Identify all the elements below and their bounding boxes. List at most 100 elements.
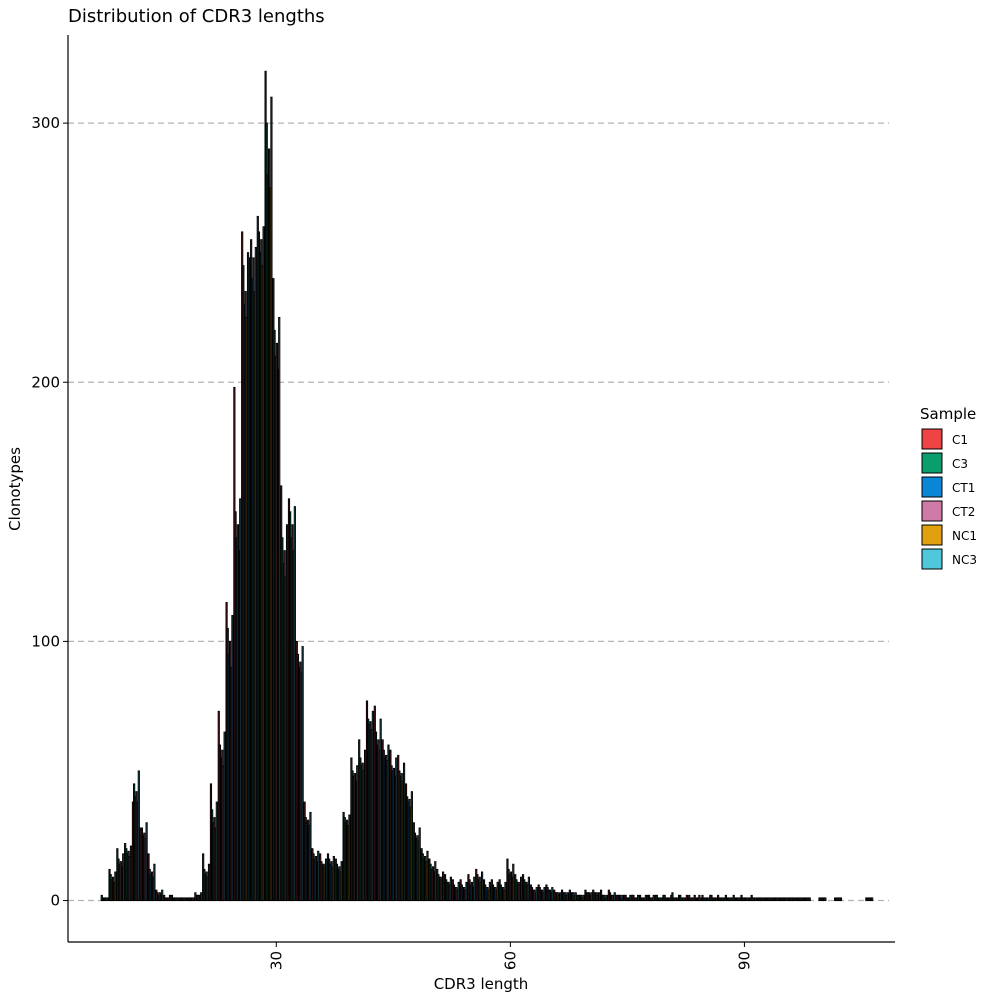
bar-nc3: [207, 863, 211, 902]
bar-nc3: [683, 897, 687, 902]
x-tick-label: 90: [735, 951, 753, 970]
bar-nc3: [777, 897, 780, 902]
bar-nc3: [871, 897, 874, 902]
bar-nc3: [785, 897, 788, 902]
bar-nc3: [137, 770, 140, 902]
bar-nc3: [738, 897, 741, 902]
bar-nc3: [644, 894, 648, 902]
bar-nc3: [449, 876, 452, 902]
bar-nc3: [761, 897, 765, 902]
x-tick-label: 60: [501, 951, 519, 970]
x-axis-title: CDR3 length: [434, 975, 529, 993]
bar-nc3: [285, 524, 289, 902]
legend-label-nc1: NC1: [952, 529, 977, 543]
bar-nc3: [426, 850, 429, 902]
bar-nc3: [613, 892, 616, 902]
bar-nc3: [566, 892, 569, 902]
bar-nc3: [629, 894, 632, 902]
legend-label-c3: C3: [952, 457, 968, 471]
bar-nc3: [379, 718, 382, 902]
bar-nc3: [317, 850, 320, 902]
bar-nc3: [676, 897, 679, 902]
bar-nc3: [309, 811, 312, 902]
bar-nc3: [176, 897, 179, 902]
bar-nc3: [215, 801, 218, 902]
legend-key-c1: [921, 428, 943, 450]
bar-nc3: [340, 861, 343, 902]
bar-nc3: [481, 871, 484, 902]
bar-c3: [671, 892, 674, 902]
bar-nc3: [473, 876, 476, 902]
bar-nc3: [722, 897, 726, 902]
legend-label-ct2: CT2: [952, 505, 975, 519]
bar-nc3: [559, 892, 562, 902]
y-axis-title: Clonotypes: [6, 447, 24, 531]
bar-nc3: [543, 887, 546, 902]
bar-nc3: [535, 887, 538, 902]
bar-nc3: [769, 897, 772, 902]
bar-nc3: [512, 863, 515, 902]
legend-key-ct1: [921, 476, 943, 498]
bar-nc3: [715, 897, 718, 902]
gridlines: [68, 122, 889, 902]
bar-nc3: [270, 96, 273, 902]
legend-key-ct2: [921, 500, 943, 522]
bar-nc3: [356, 765, 359, 902]
bar-nc3: [527, 876, 530, 902]
y-tick-label: 100: [31, 632, 60, 650]
bar-nc3: [184, 897, 187, 902]
x-tick-label: 30: [267, 951, 285, 970]
bar-nc3: [605, 894, 609, 902]
y-axis-ticks: 0 100 200 300: [31, 114, 68, 910]
bar-nc3: [395, 757, 398, 902]
bar-nc3: [410, 791, 413, 902]
bar-nc3: [418, 827, 421, 902]
y-tick-label: 0: [50, 892, 60, 910]
bar-nc3: [239, 498, 242, 902]
bar-nc3: [590, 892, 593, 902]
legend-key-nc1: [921, 524, 943, 546]
bar-nc3: [387, 744, 390, 902]
bar-nc3: [324, 858, 328, 902]
bar-nc3: [754, 897, 757, 902]
bar-nc3: [496, 881, 499, 902]
bar-nc3: [192, 897, 195, 902]
bar-nc3: [839, 897, 843, 902]
bar-nc3: [254, 246, 257, 902]
bar-nc3: [457, 881, 460, 902]
bar-nc3: [200, 892, 203, 902]
legend-key-c3: [921, 452, 943, 474]
bar-nc3: [168, 894, 172, 902]
bar-nc3: [129, 845, 133, 902]
bar-nc3: [730, 897, 733, 902]
bar-nc3: [348, 814, 351, 902]
bar-nc3: [441, 871, 445, 902]
bar-nc3: [262, 226, 265, 902]
bar-nc3: [293, 506, 296, 902]
bar-nc3: [223, 731, 226, 902]
bar-nc3: [153, 863, 156, 902]
y-tick-label: 300: [31, 114, 60, 132]
bar-nc3: [434, 861, 437, 902]
bar-nc3: [363, 749, 367, 902]
bar-nc3: [278, 316, 281, 902]
bar-nc3: [652, 894, 655, 902]
bar-nc3: [707, 897, 710, 902]
bar-nc3: [582, 894, 585, 902]
bar-nc3: [691, 897, 694, 902]
legend-label-c1: C1: [952, 433, 968, 447]
x-axis-ticks: 30 60 90: [267, 942, 753, 970]
y-tick-label: 200: [31, 373, 60, 391]
bar-nc3: [371, 710, 374, 902]
legend-label-ct1: CT1: [952, 481, 975, 495]
legend-title: Sample: [920, 405, 976, 423]
bar-nc3: [465, 881, 468, 902]
bar-nc3: [161, 889, 164, 902]
legend-label-nc3: NC3: [952, 553, 977, 567]
bar-nc3: [488, 881, 491, 902]
bar-nc3: [699, 897, 702, 902]
chart-title: Distribution of CDR3 lengths: [68, 6, 325, 27]
bar-nc3: [808, 897, 811, 902]
bar-nc3: [824, 897, 827, 902]
